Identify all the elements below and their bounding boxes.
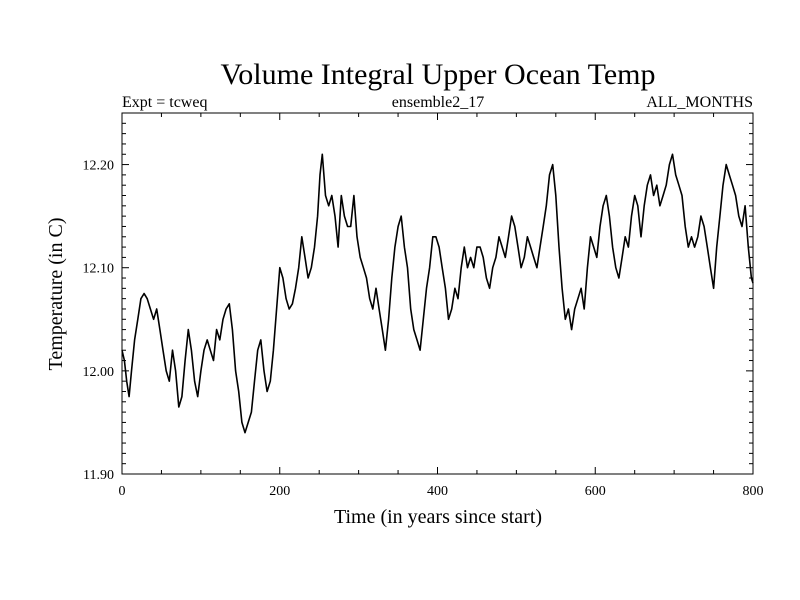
y-tick-label: 12.00 <box>83 365 115 380</box>
subtitle-right: ALL_MONTHS <box>646 94 753 111</box>
x-tick-label: 200 <box>269 484 290 499</box>
subtitle-left: Expt = tcweq <box>122 94 207 111</box>
x-axis-label: Time (in years since start) <box>334 506 542 528</box>
ticks-layer <box>121 112 754 475</box>
y-tick-label: 11.90 <box>83 468 114 483</box>
x-tick-label: 0 <box>119 484 126 499</box>
y-axis-label: Temperature (in C) <box>45 218 67 371</box>
x-tick-label: 400 <box>427 484 448 499</box>
tick-labels-layer: 0 200 400 600 800 11.90 12.00 12.10 12.20 <box>83 159 764 499</box>
x-tick-label: 800 <box>743 484 764 499</box>
chart-title: Volume Integral Upper Ocean Temp <box>221 58 656 91</box>
series-line <box>121 153 754 434</box>
subtitle-center: ensemble2_17 <box>392 94 484 111</box>
x-tick-label: 600 <box>585 484 606 499</box>
y-tick-label: 12.10 <box>83 262 115 277</box>
y-tick-label: 12.20 <box>83 159 115 174</box>
plot-frame <box>121 112 754 475</box>
